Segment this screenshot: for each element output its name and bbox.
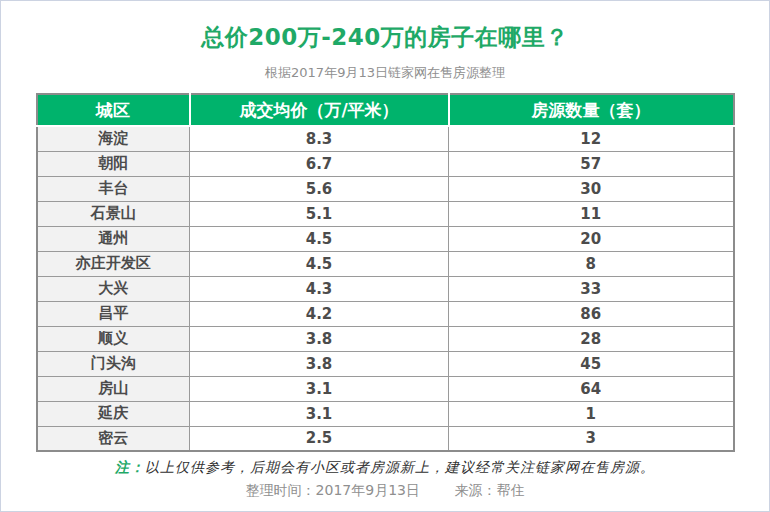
district-cell: 昌平 [37, 301, 190, 326]
count-cell: 11 [449, 201, 734, 226]
table-row: 昌平 4.2 86 [37, 301, 734, 326]
district-cell: 丰台 [37, 176, 190, 201]
table-body: 海淀 8.3 12 朝阳 6.7 57 丰台 5.6 30 石景山 5.1 11… [37, 126, 734, 451]
count-cell: 64 [449, 376, 734, 401]
district-cell: 延庆 [37, 401, 190, 426]
count-cell: 1 [449, 401, 734, 426]
table-row: 通州 4.5 20 [37, 226, 734, 251]
count-cell: 30 [449, 176, 734, 201]
compiled-date: 整理时间：2017年9月13日 [246, 482, 420, 500]
price-cell: 2.5 [190, 426, 449, 451]
price-cell: 4.5 [190, 251, 449, 276]
table-row: 房山 3.1 64 [37, 376, 734, 401]
count-cell: 86 [449, 301, 734, 326]
count-cell: 20 [449, 226, 734, 251]
disclaimer-note: 注：以上仅供参考，后期会有小区或者房源新上，建议经常关注链家网在售房源。 [1, 459, 769, 477]
district-cell: 顺义 [37, 326, 190, 351]
district-cell: 门头沟 [37, 351, 190, 376]
table-row: 密云 2.5 3 [37, 426, 734, 451]
infographic-page: 总价200万-240万的房子在哪里？ 根据2017年9月13日链家网在售房源整理… [0, 0, 770, 512]
price-cell: 3.1 [190, 401, 449, 426]
table-row: 亦庄开发区 4.5 8 [37, 251, 734, 276]
district-cell: 房山 [37, 376, 190, 401]
header-district: 城区 [37, 94, 190, 126]
table-row: 顺义 3.8 28 [37, 326, 734, 351]
header-price: 成交均价（万/平米） [190, 94, 449, 126]
price-cell: 3.1 [190, 376, 449, 401]
count-cell: 3 [449, 426, 734, 451]
footer-meta: 整理时间：2017年9月13日 来源：帮住 [1, 482, 769, 500]
price-cell: 5.6 [190, 176, 449, 201]
note-text: 以上仅供参考，后期会有小区或者房源新上，建议经常关注链家网在售房源。 [145, 459, 655, 475]
price-cell: 8.3 [190, 126, 449, 151]
price-cell: 3.8 [190, 351, 449, 376]
count-cell: 8 [449, 251, 734, 276]
table-header-row: 城区 成交均价（万/平米） 房源数量（套） [37, 94, 734, 126]
district-cell: 朝阳 [37, 151, 190, 176]
price-cell: 4.3 [190, 276, 449, 301]
table-row: 海淀 8.3 12 [37, 126, 734, 151]
price-cell: 5.1 [190, 201, 449, 226]
page-title: 总价200万-240万的房子在哪里？ [1, 22, 769, 53]
source-label: 来源：帮住 [454, 482, 524, 500]
district-cell: 石景山 [37, 201, 190, 226]
count-cell: 28 [449, 326, 734, 351]
count-cell: 33 [449, 276, 734, 301]
price-cell: 4.2 [190, 301, 449, 326]
table-row: 丰台 5.6 30 [37, 176, 734, 201]
district-cell: 海淀 [37, 126, 190, 151]
price-cell: 6.7 [190, 151, 449, 176]
district-cell: 密云 [37, 426, 190, 451]
page-subtitle: 根据2017年9月13日链家网在售房源整理 [1, 64, 769, 82]
district-cell: 大兴 [37, 276, 190, 301]
table-header: 城区 成交均价（万/平米） 房源数量（套） [37, 94, 734, 126]
table-row: 延庆 3.1 1 [37, 401, 734, 426]
note-label: 注： [115, 459, 145, 475]
table-row: 石景山 5.1 11 [37, 201, 734, 226]
district-cell: 通州 [37, 226, 190, 251]
table-row: 大兴 4.3 33 [37, 276, 734, 301]
table-row: 朝阳 6.7 57 [37, 151, 734, 176]
housing-table: 城区 成交均价（万/平米） 房源数量（套） 海淀 8.3 12 朝阳 6.7 5… [36, 93, 735, 452]
price-cell: 4.5 [190, 226, 449, 251]
count-cell: 45 [449, 351, 734, 376]
count-cell: 12 [449, 126, 734, 151]
header-count: 房源数量（套） [449, 94, 734, 126]
table-row: 门头沟 3.8 45 [37, 351, 734, 376]
count-cell: 57 [449, 151, 734, 176]
district-cell: 亦庄开发区 [37, 251, 190, 276]
price-cell: 3.8 [190, 326, 449, 351]
